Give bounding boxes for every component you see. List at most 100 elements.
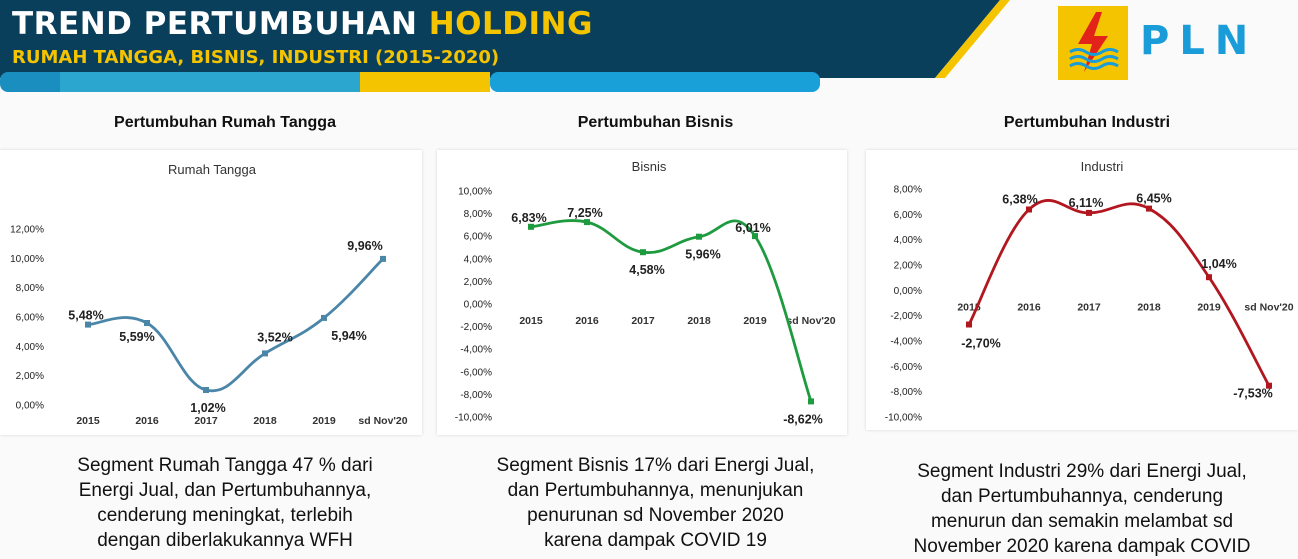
data-point (584, 219, 590, 226)
y-tick-label: -4,00% (890, 337, 922, 348)
data-point (1206, 274, 1212, 281)
data-label: 7,25% (567, 206, 602, 220)
x-tick-label: 2017 (194, 415, 218, 427)
series-line (86, 257, 385, 393)
data-label: 5,59% (119, 330, 154, 344)
chart-title: Industri (1081, 159, 1124, 174)
data-label: -8,62% (783, 412, 823, 426)
data-label: 6,45% (1136, 192, 1171, 206)
y-tick-label: 2,00% (16, 371, 44, 382)
y-tick-label: 8,00% (16, 283, 44, 294)
series-line (967, 199, 1271, 388)
x-tick-label: sd Nov'20 (358, 415, 407, 427)
chart-panel-rumah-tangga: Rumah Tangga 0,00% 2,00% 4,00% 6,00% 8,00% 10,… (0, 150, 422, 435)
data-label: 6,01% (735, 221, 770, 235)
data-label: 5,94% (331, 329, 366, 343)
x-tick-label: 2016 (1017, 301, 1041, 313)
y-tick-label: 4,00% (894, 235, 922, 246)
x-tick-label: 2015 (519, 315, 543, 327)
data-label: -2,70% (961, 337, 1001, 351)
data-point (752, 233, 758, 240)
y-tick-label: -4,00% (460, 345, 492, 356)
section-heading-industri: Pertumbuhan Industri (1003, 114, 1171, 131)
y-tick-label: -8,00% (460, 390, 492, 401)
y-tick-label: 0,00% (464, 300, 492, 311)
data-point (1146, 205, 1152, 212)
x-tick-label: 2018 (253, 415, 277, 427)
x-tick-label: 2015 (76, 415, 100, 427)
y-tick-label: -6,00% (890, 362, 922, 373)
data-label: 6,83% (511, 211, 546, 225)
y-tick-label: 0,00% (16, 401, 44, 412)
data-point (808, 398, 814, 405)
x-tick-label: 2019 (743, 315, 767, 327)
description-industri: Segment Industri 29% dari Energi Jual, d… (913, 461, 1251, 557)
y-tick-label: -8,00% (890, 387, 922, 398)
line-chart-svg: Bisnis -10,00% -8,00% -6,00% -4,00% -2,00% 0,0… (455, 159, 836, 426)
y-tick-label: 6,00% (894, 210, 922, 221)
x-tick-label: 2017 (1077, 301, 1101, 313)
y-tick-label: 4,00% (464, 254, 492, 265)
y-tick-label: -6,00% (460, 367, 492, 378)
line-chart-svg: Rumah Tangga 0,00% 2,00% 4,00% 6,00% 8,00% 10,… (10, 162, 408, 427)
x-tick-label: 2018 (1137, 301, 1161, 313)
data-point (321, 314, 327, 321)
data-label: 5,96% (685, 248, 720, 262)
header-banner: TREND PERTUMBUHAN HOLDING RUMAH TANGGA, … (0, 0, 1298, 92)
data-label: -7,53% (1233, 387, 1273, 401)
data-label: 6,38% (1002, 193, 1037, 207)
x-tick-label: 2017 (631, 315, 655, 327)
data-point (144, 320, 150, 326)
section-heading-bisnis: Pertumbuhan Bisnis (577, 114, 734, 131)
y-tick-label: 8,00% (894, 185, 922, 196)
page-subtitle: RUMAH TANGGA, BISNIS, INDUSTRI (2015-202… (12, 47, 500, 68)
data-label: 6,11% (1069, 196, 1104, 210)
y-tick-label: 10,00% (458, 187, 492, 198)
data-label: 1,04% (1201, 257, 1236, 271)
y-tick-label: 12,00% (10, 225, 44, 236)
series-line (529, 219, 813, 403)
data-point (1086, 209, 1092, 216)
x-tick-label: 2018 (687, 315, 711, 327)
section-heading-rumah-tangga: Pertumbuhan Rumah Tangga (114, 114, 336, 131)
data-label: 9,96% (347, 239, 382, 253)
y-tick-label: -10,00% (455, 413, 492, 424)
data-point (1026, 206, 1032, 213)
pln-logo-text: PLN (1140, 18, 1259, 64)
data-point (696, 233, 702, 240)
y-tick-label: -2,00% (460, 322, 492, 333)
chart-panel-industri: Industri -10,00% -8,00% -6,00% -4,00% -2,00% 0… (866, 150, 1298, 430)
data-point (380, 255, 386, 262)
y-tick-label: 4,00% (16, 342, 44, 353)
x-tick-label: 2019 (1197, 301, 1221, 313)
x-tick-label: 2016 (575, 315, 599, 327)
y-tick-label: 10,00% (10, 254, 44, 265)
x-tick-label: 2019 (312, 415, 336, 427)
x-tick-label: sd Nov'20 (786, 315, 835, 327)
header-background (0, 0, 1010, 92)
y-tick-label: -10,00% (885, 413, 922, 424)
y-tick-label: 2,00% (894, 261, 922, 272)
data-point (966, 321, 972, 328)
x-tick-label: 2016 (135, 415, 159, 427)
description-bisnis: Segment Bisnis 17% dari Energi Jual, dan… (496, 455, 815, 551)
data-point (203, 387, 209, 393)
data-label: 1,02% (190, 401, 225, 415)
y-tick-label: 6,00% (16, 313, 44, 324)
y-tick-label: 2,00% (464, 277, 492, 288)
x-tick-label: sd Nov'20 (1244, 301, 1293, 313)
y-tick-label: 0,00% (894, 286, 922, 297)
data-label: 3,52% (257, 330, 292, 344)
data-point (1266, 382, 1272, 389)
page-title: TREND PERTUMBUHAN HOLDING (12, 6, 593, 42)
data-label: 4,58% (629, 263, 664, 277)
data-point (640, 249, 646, 256)
pln-lightning-logo-icon (1058, 6, 1128, 80)
data-label: 5,48% (68, 309, 103, 323)
y-tick-label: -2,00% (890, 311, 922, 322)
data-point (85, 321, 91, 328)
line-chart-svg: Industri -10,00% -8,00% -6,00% -4,00% -2,00% 0… (885, 159, 1294, 424)
chart-title: Rumah Tangga (168, 162, 257, 177)
y-tick-label: 8,00% (464, 209, 492, 220)
chart-panel-bisnis: Bisnis -10,00% -8,00% -6,00% -4,00% -2,00% 0,0… (437, 150, 847, 435)
